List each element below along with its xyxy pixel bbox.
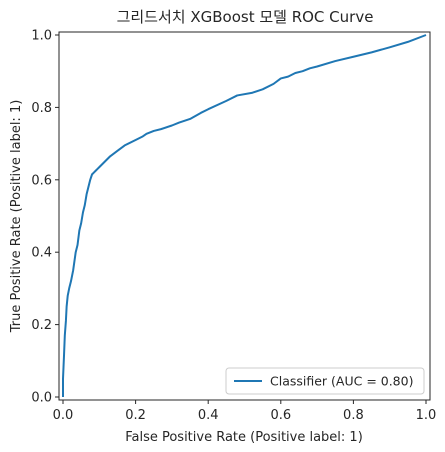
x-tick-label: 1.0 — [416, 408, 437, 423]
legend-box — [225, 367, 425, 395]
roc-curve-line — [62, 34, 427, 397]
legend: Classifier (AUC = 0.80) — [225, 367, 425, 395]
y-axis-label: True Positive Rate (Positive label: 1) — [9, 100, 24, 334]
chart-title: 그리드서치 XGBoost 모델 ROC Curve — [117, 8, 374, 26]
x-tick-label: 0.6 — [270, 408, 291, 423]
x-tick-label: 0.0 — [53, 408, 74, 423]
x-tick-label: 0.2 — [125, 408, 146, 423]
x-axis-label: False Positive Rate (Positive label: 1) — [125, 430, 363, 445]
plot-area — [58, 31, 431, 401]
x-tick-label: 0.4 — [198, 408, 219, 423]
y-tick-label: 0.6 — [31, 173, 52, 188]
x-tick-label: 0.8 — [343, 408, 364, 423]
y-tick-label: 0.2 — [31, 318, 52, 333]
x-axis: 0.0 0.2 0.4 0.6 0.8 1.0 — [53, 400, 437, 423]
legend-entry-label: Classifier (AUC = 0.80) — [270, 374, 413, 389]
y-tick-label: 1.0 — [31, 29, 52, 44]
y-tick-label: 0.8 — [31, 101, 52, 116]
y-tick-label: 0.0 — [31, 391, 52, 406]
y-axis: 0.0 0.2 0.4 0.6 0.8 1.0 — [31, 29, 59, 406]
y-tick-label: 0.4 — [31, 246, 52, 261]
